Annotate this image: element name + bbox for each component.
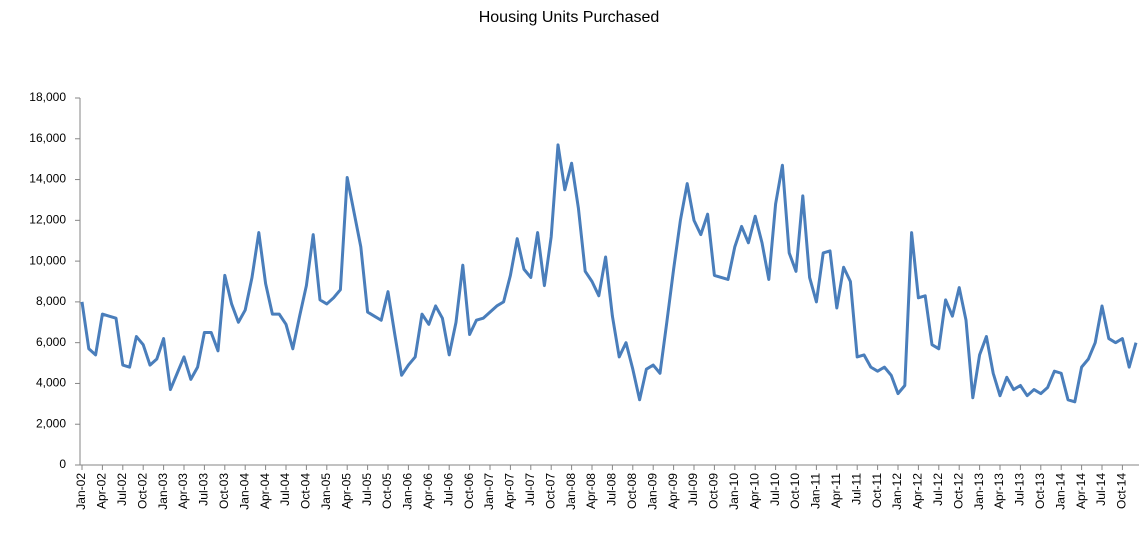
x-tick-label: Jan-09 [645,473,659,510]
x-tick-label: Oct-05 [380,473,394,509]
x-tick-label: Jan-11 [809,473,823,509]
x-tick-label: Apr-03 [176,473,190,509]
x-tick-label: Jan-03 [156,473,170,510]
x-tick-label: Jan-06 [401,473,415,510]
x-tick-label: Oct-09 [707,473,721,509]
x-tick-label: Oct-02 [135,473,149,509]
x-tick-label: Oct-03 [217,473,231,509]
y-tick-label: 14,000 [29,172,66,186]
x-tick-label: Oct-14 [1115,473,1129,509]
x-tick-label: Jan-13 [972,473,986,510]
y-tick-label: 8,000 [36,294,66,308]
y-tick-label: 6,000 [36,335,66,349]
y-tick-label: 12,000 [29,213,66,227]
x-tick-label: Apr-08 [584,473,598,509]
x-tick-label: Jan-14 [1053,473,1067,510]
y-tick-label: 2,000 [36,416,66,430]
x-tick-label: Jan-05 [319,473,333,510]
x-tick-label: Oct-10 [788,473,802,509]
x-tick-label: Jul-11 [849,473,863,505]
x-tick-label: Jul-04 [278,473,292,506]
x-tick-label: Oct-07 [543,473,557,509]
y-tick-label: 4,000 [36,376,66,390]
x-tick-label: Jan-10 [727,473,741,510]
x-tick-label: Jul-12 [931,473,945,506]
x-tick-label: Jan-04 [237,473,251,510]
x-tick-label: Apr-12 [911,473,925,509]
x-tick-label: Jul-05 [360,473,374,506]
x-tick-label: Jan-08 [564,473,578,510]
x-tick-label: Apr-04 [258,473,272,509]
x-tick-label: Apr-02 [95,473,109,509]
y-tick-label: 10,000 [29,253,66,267]
x-tick-label: Jul-06 [441,473,455,506]
x-tick-label: Apr-09 [666,473,680,509]
x-tick-label: Jan-12 [890,473,904,510]
x-tick-label: Oct-13 [1033,473,1047,509]
x-tick-label: Jul-03 [197,473,211,506]
chart-title: Housing Units Purchased [479,9,660,26]
x-tick-label: Jan-07 [482,473,496,510]
x-tick-label: Oct-12 [951,473,965,509]
x-tick-label: Apr-13 [992,473,1006,509]
x-tick-label: Oct-06 [462,473,476,509]
x-tick-label: Jul-02 [115,473,129,506]
y-tick-label: 0 [59,457,66,471]
x-tick-label: Jul-07 [523,473,537,506]
x-tick-label: Jul-09 [686,473,700,506]
data-line [80,143,1138,404]
x-tick-label: Apr-06 [421,473,435,509]
x-tick-label: Oct-11 [870,473,884,508]
y-tick-label: 18,000 [29,90,66,104]
x-tick-label: Jul-08 [605,473,619,506]
x-tick-label: Jul-13 [1013,473,1027,506]
x-tick-label: Apr-14 [1074,473,1088,509]
y-tick-label: 16,000 [29,131,66,145]
x-tick-label: Jul-10 [768,473,782,506]
x-tick-label: Apr-07 [503,473,517,509]
x-tick-label: Oct-08 [625,473,639,509]
x-tick-label: Jan-02 [74,473,88,510]
x-tick-label: Apr-05 [339,473,353,509]
x-tick-label: Jul-14 [1094,473,1108,506]
x-tick-label: Apr-11 [829,473,843,508]
x-tick-label: Oct-04 [299,473,313,509]
x-tick-label: Apr-10 [747,473,761,509]
